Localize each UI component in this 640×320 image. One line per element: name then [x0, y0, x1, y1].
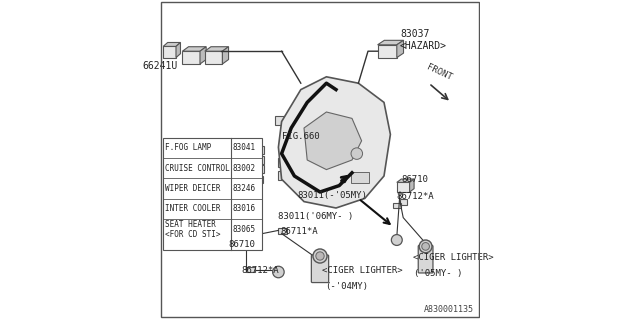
FancyBboxPatch shape	[256, 176, 264, 183]
Text: 83002: 83002	[232, 164, 255, 173]
FancyBboxPatch shape	[351, 172, 369, 183]
Text: 83011(-'05MY): 83011(-'05MY)	[298, 191, 367, 200]
Polygon shape	[278, 77, 390, 208]
Text: (-'04MY): (-'04MY)	[325, 282, 368, 291]
FancyBboxPatch shape	[256, 146, 264, 154]
Text: 86710: 86710	[402, 175, 428, 184]
Polygon shape	[304, 112, 362, 170]
Text: FIG.660: FIG.660	[282, 132, 319, 140]
Text: 83065: 83065	[232, 225, 255, 234]
Text: <CIGER LIGHTER>: <CIGER LIGHTER>	[413, 253, 493, 262]
Polygon shape	[205, 47, 228, 51]
Text: 66241U: 66241U	[142, 60, 178, 71]
FancyBboxPatch shape	[246, 267, 255, 272]
Circle shape	[392, 235, 403, 245]
Polygon shape	[378, 40, 404, 45]
Polygon shape	[410, 179, 414, 192]
FancyBboxPatch shape	[399, 199, 408, 205]
Circle shape	[313, 249, 327, 263]
Text: A830001135: A830001135	[424, 305, 474, 314]
Text: FRONT: FRONT	[426, 62, 454, 82]
FancyBboxPatch shape	[393, 203, 401, 208]
Text: 83246: 83246	[232, 184, 255, 193]
Circle shape	[351, 148, 362, 159]
Circle shape	[273, 266, 284, 278]
Text: 86711*A: 86711*A	[280, 228, 317, 236]
Text: 86712*A: 86712*A	[397, 192, 435, 201]
FancyBboxPatch shape	[163, 138, 262, 250]
Text: <HAZARD>: <HAZARD>	[400, 41, 447, 52]
Text: 86712*A: 86712*A	[242, 266, 279, 275]
Circle shape	[419, 240, 432, 253]
Polygon shape	[163, 43, 180, 46]
FancyBboxPatch shape	[278, 171, 288, 180]
FancyBboxPatch shape	[278, 158, 288, 167]
Text: F.FOG LAMP: F.FOG LAMP	[165, 143, 211, 152]
Polygon shape	[223, 47, 228, 64]
Polygon shape	[182, 47, 206, 51]
Polygon shape	[176, 43, 180, 58]
FancyBboxPatch shape	[256, 165, 264, 173]
Text: 83011('06MY- ): 83011('06MY- )	[278, 212, 354, 220]
Polygon shape	[397, 179, 414, 182]
Text: <CIGER LIGHTER>: <CIGER LIGHTER>	[322, 266, 402, 275]
Text: CRUISE CONTROL: CRUISE CONTROL	[165, 164, 230, 173]
Text: 83041: 83041	[232, 143, 255, 152]
Circle shape	[316, 252, 324, 260]
FancyBboxPatch shape	[246, 176, 254, 183]
FancyBboxPatch shape	[278, 228, 287, 234]
Text: ('05MY- ): ('05MY- )	[415, 269, 463, 278]
FancyBboxPatch shape	[419, 245, 433, 273]
Polygon shape	[163, 46, 176, 58]
Polygon shape	[397, 40, 404, 58]
Circle shape	[422, 243, 429, 250]
FancyBboxPatch shape	[312, 255, 329, 283]
Text: WIPER DEICER: WIPER DEICER	[165, 184, 220, 193]
Text: INTER COOLER: INTER COOLER	[165, 204, 220, 213]
FancyBboxPatch shape	[275, 116, 284, 125]
FancyBboxPatch shape	[285, 116, 293, 125]
Text: SEAT HEATER
<FOR CD STI>: SEAT HEATER <FOR CD STI>	[165, 220, 220, 239]
Text: 86710: 86710	[229, 240, 255, 249]
Polygon shape	[397, 182, 410, 192]
Polygon shape	[378, 45, 397, 58]
Polygon shape	[182, 51, 200, 64]
Polygon shape	[200, 47, 206, 64]
FancyBboxPatch shape	[256, 156, 264, 164]
Text: 83037: 83037	[400, 28, 429, 39]
Polygon shape	[205, 51, 223, 64]
Text: 83016: 83016	[232, 204, 255, 213]
